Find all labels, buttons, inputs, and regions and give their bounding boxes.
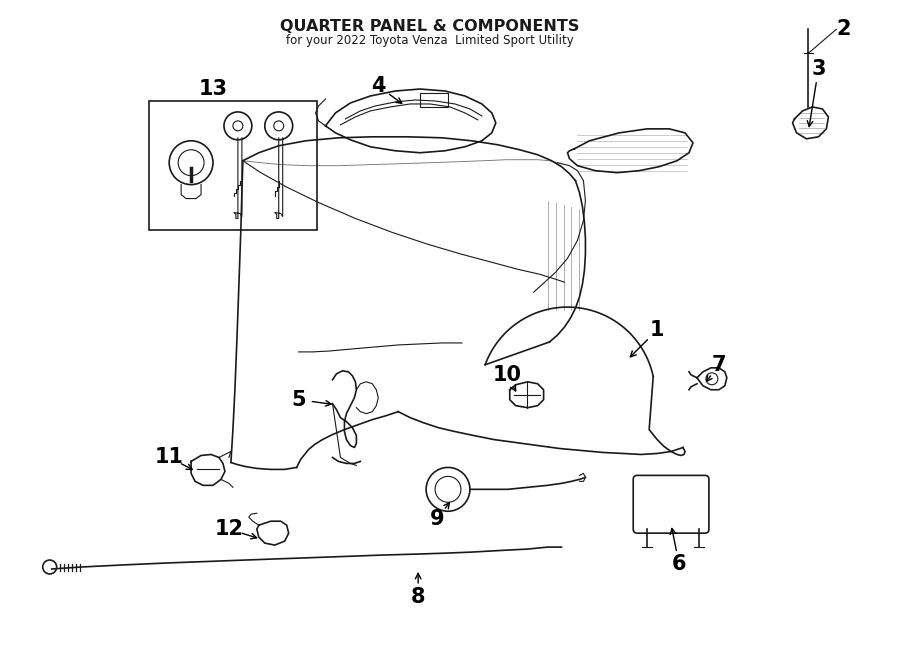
Text: 12: 12 bbox=[214, 519, 243, 539]
Text: 13: 13 bbox=[199, 79, 228, 99]
Text: 8: 8 bbox=[411, 587, 426, 607]
Text: 11: 11 bbox=[155, 447, 184, 467]
Text: 4: 4 bbox=[371, 76, 385, 96]
Text: 10: 10 bbox=[492, 365, 521, 385]
Text: QUARTER PANEL & COMPONENTS: QUARTER PANEL & COMPONENTS bbox=[281, 19, 580, 34]
Text: for your 2022 Toyota Venza  Limited Sport Utility: for your 2022 Toyota Venza Limited Sport… bbox=[286, 34, 574, 47]
Text: 3: 3 bbox=[811, 59, 825, 79]
Text: 5: 5 bbox=[292, 390, 306, 410]
Text: 1: 1 bbox=[650, 320, 664, 340]
Text: 9: 9 bbox=[429, 509, 445, 529]
Text: 2: 2 bbox=[836, 19, 850, 39]
Text: 7: 7 bbox=[712, 355, 726, 375]
Text: 6: 6 bbox=[671, 554, 687, 574]
